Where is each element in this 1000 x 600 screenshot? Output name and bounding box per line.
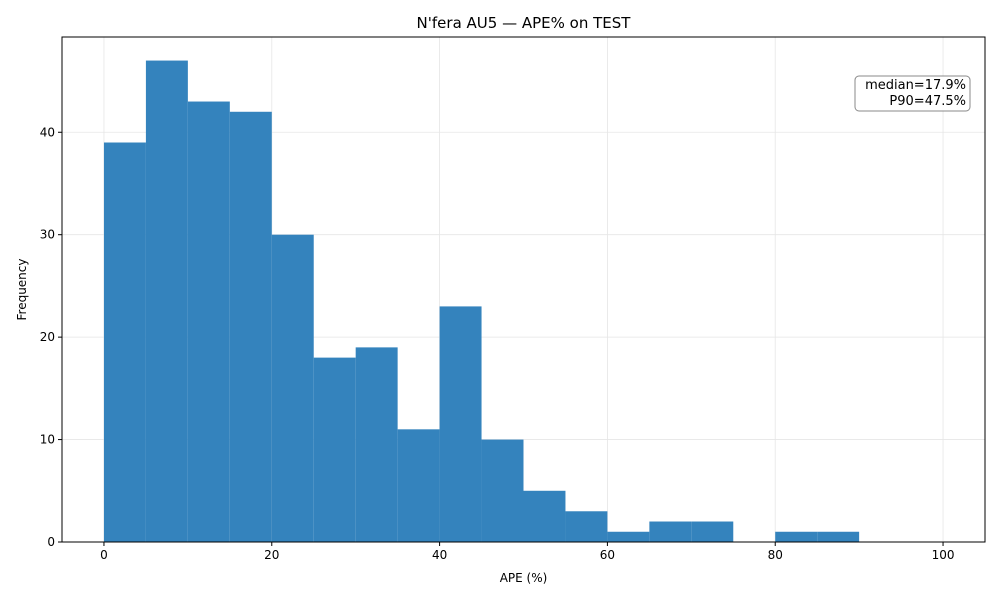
x-tick-label: 20 (264, 548, 279, 562)
chart-title: N'fera AU5 — APE% on TEST (417, 14, 632, 32)
histogram-bar (817, 531, 860, 542)
y-tick-label: 40 (40, 125, 55, 139)
histogram-bar (439, 306, 482, 542)
bars (103, 60, 860, 543)
histogram-bar (649, 521, 692, 542)
histogram-bar (397, 429, 440, 542)
x-tick-label: 80 (768, 548, 783, 562)
histogram-bar (271, 234, 314, 543)
stats-annotation: median=17.9% P90=47.5% (854, 75, 971, 112)
y-tick-label: 20 (40, 330, 55, 344)
histogram-bar (523, 490, 566, 542)
annotation-p90: P90=47.5% (889, 94, 966, 109)
y-axis-label: Frequency (15, 259, 29, 321)
y-tick-label: 0 (47, 535, 55, 549)
y-tick-label: 30 (40, 228, 55, 242)
x-tick-label: 60 (600, 548, 615, 562)
histogram-bar (691, 521, 734, 542)
histogram-bar (229, 111, 272, 542)
histogram-bar (481, 439, 524, 542)
annotation-box (854, 75, 971, 112)
histogram-bar (355, 347, 398, 542)
x-tick-label: 40 (432, 548, 447, 562)
axes: 0 20 40 60 80 100 0 10 20 30 40 (40, 36, 986, 562)
x-tick-label: 100 (932, 548, 955, 562)
histogram-bar (103, 142, 146, 543)
plot-frame (61, 36, 986, 543)
histogram-bar (565, 511, 608, 542)
histogram-bar (313, 357, 356, 542)
x-axis-label: APE (%) (500, 571, 548, 585)
histogram-bar (775, 531, 818, 542)
y-tick-label: 10 (40, 433, 55, 447)
histogram-bar (187, 101, 230, 542)
histogram-bar (145, 60, 188, 542)
histogram-bar (607, 531, 650, 542)
annotation-median: median=17.9% (865, 78, 966, 93)
x-tick-label: 0 (100, 548, 108, 562)
